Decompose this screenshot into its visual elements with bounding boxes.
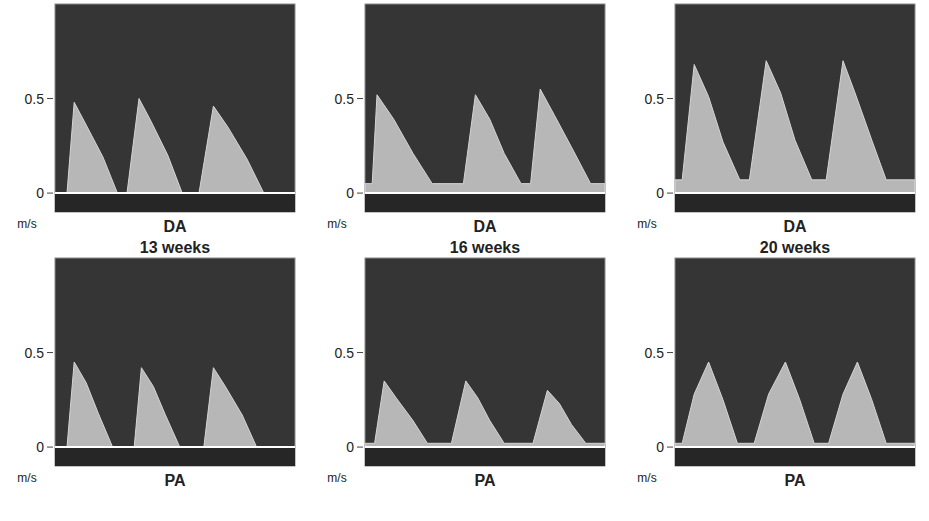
data-group [365,89,605,193]
y-tick [47,352,53,353]
y-tick-label: 0 [36,439,44,455]
y-tick-label: 0 [656,439,664,455]
y-tick [47,193,53,194]
panel: 0 0.5 m/s PA [637,258,915,489]
baseline-strip [365,447,605,466]
plot-frame [55,258,295,466]
baseline-strip [365,193,605,212]
baseline-strip [675,193,915,212]
panel: 0 0.5 m/s DA 16 weeks [327,4,605,256]
y-tick-label: 0.5 [335,345,355,361]
zero-line [365,192,605,194]
y-tick [357,193,363,194]
zero-line [55,446,295,448]
zero-line [675,446,915,448]
y-unit: m/s [637,217,656,231]
data-group [365,381,605,447]
baseline-strip [55,447,295,466]
plot-frame [55,4,295,212]
panel-title: DA [163,218,187,235]
plot-frame [675,4,915,212]
zero-line [55,192,295,194]
data-group [675,362,915,447]
panel-title: PA [474,472,495,489]
y-tick-label: 0 [36,185,44,201]
baseline-strip [55,193,295,212]
y-tick [357,98,363,99]
y-tick [357,447,363,448]
baseline-strip [675,447,915,466]
figure: 0 0.5 m/s DA 13 weeks 0 0.5 m/s DA 16 weeks 0 0.5 m/… [0,0,929,521]
y-tick [667,352,673,353]
y-tick-label: 0.5 [25,91,45,107]
gestational-age: 13 weeks [140,239,210,256]
y-tick [667,447,673,448]
gestational-age: 16 weeks [450,239,520,256]
y-tick-label: 0 [346,185,354,201]
y-tick [667,193,673,194]
y-tick-label: 0.5 [645,345,665,361]
velocity-envelope [365,381,605,447]
data-group [675,61,915,193]
y-tick [47,447,53,448]
y-unit: m/s [17,471,36,485]
y-tick [667,98,673,99]
panel-title: DA [783,218,807,235]
plot-frame [365,4,605,212]
panel: 0 0.5 m/s DA 20 weeks [637,4,915,256]
data-group [55,99,295,194]
plot-frame [675,258,915,466]
velocity-envelope [675,362,915,447]
panel: 0 0.5 m/s DA 13 weeks [17,4,295,256]
panel-title: PA [164,472,185,489]
velocity-envelope [365,89,605,193]
panel: 0 0.5 m/s PA [327,258,605,489]
y-tick [357,352,363,353]
data-group [55,362,295,447]
panel-title: DA [473,218,497,235]
velocity-envelope [55,362,295,447]
panel-title: PA [784,472,805,489]
y-tick-label: 0.5 [25,345,45,361]
y-tick [47,98,53,99]
zero-line [675,192,915,194]
y-tick-label: 0.5 [645,91,665,107]
velocity-envelope [675,61,915,193]
y-unit: m/s [327,471,346,485]
y-unit: m/s [17,217,36,231]
y-tick-label: 0 [656,185,664,201]
panel: 0 0.5 m/s PA [17,258,295,489]
y-tick-label: 0 [346,439,354,455]
zero-line [365,446,605,448]
y-tick-label: 0.5 [335,91,355,107]
y-unit: m/s [327,217,346,231]
gestational-age: 20 weeks [760,239,830,256]
plot-frame [365,258,605,466]
velocity-envelope [55,99,295,194]
y-unit: m/s [637,471,656,485]
